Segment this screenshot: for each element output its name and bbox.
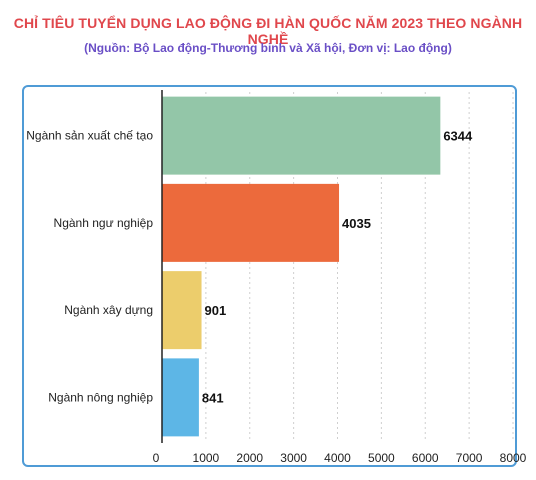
x-tick-label-4000: 4000 (324, 451, 351, 465)
category-label-3: Ngành nông nghiệp (48, 390, 153, 404)
x-tick-label-6000: 6000 (412, 451, 439, 465)
x-tick-label-2000: 2000 (236, 451, 263, 465)
bar-2 (162, 271, 202, 350)
bar-3 (162, 358, 199, 437)
data-label-1: 4035 (342, 216, 371, 231)
data-label-0: 6344 (443, 129, 473, 144)
x-tick-label-8000: 8000 (500, 451, 527, 465)
x-tick-label-0: 0 (153, 451, 160, 465)
data-label-2: 901 (205, 303, 227, 318)
chart-frame (22, 85, 517, 467)
x-tick-label-7000: 7000 (456, 451, 483, 465)
category-label-0: Ngành sản xuất chế tạo (26, 129, 153, 143)
chart-title: CHỈ TIÊU TUYỂN DỤNG LAO ĐỘNG ĐI HÀN QUỐC… (13, 15, 523, 47)
category-label-2: Ngành xây dựng (64, 303, 153, 317)
data-label-3: 841 (202, 390, 224, 405)
x-tick-label-1000: 1000 (193, 451, 220, 465)
x-tick-label-5000: 5000 (368, 451, 395, 465)
category-label-1: Ngành ngư nghiệp (54, 216, 154, 230)
x-tick-label-3000: 3000 (280, 451, 307, 465)
chart-subtitle: (Nguồn: Bộ Lao động-Thương binh và Xã hộ… (84, 41, 452, 55)
bar-1 (162, 183, 340, 262)
bar-0 (162, 96, 441, 175)
